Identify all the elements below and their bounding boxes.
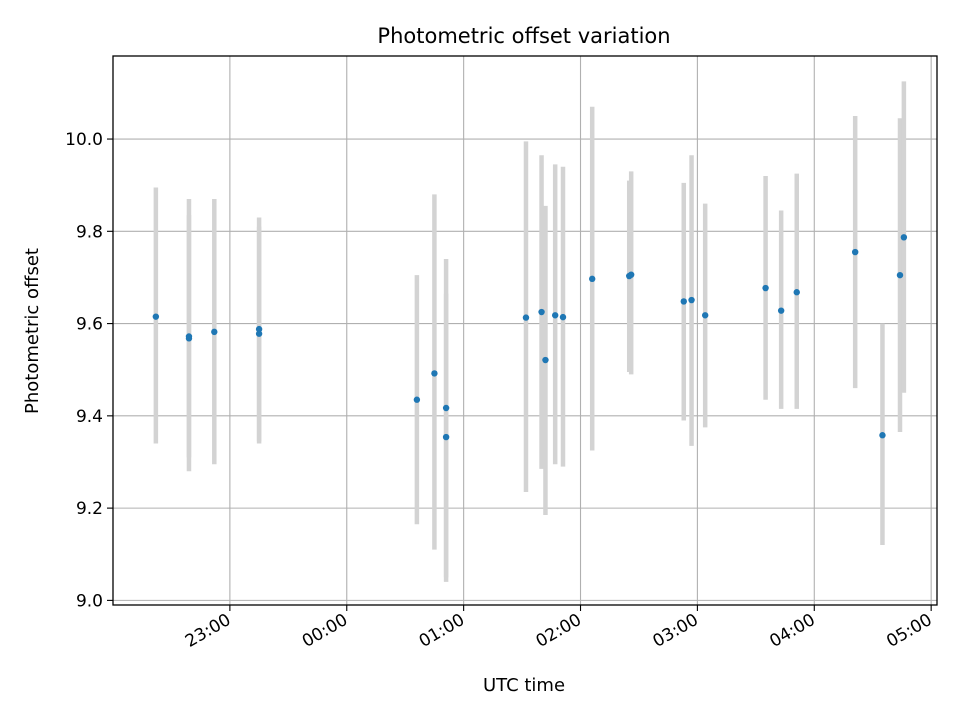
data-point xyxy=(762,284,769,292)
data-point xyxy=(522,314,530,321)
grid xyxy=(113,56,937,605)
x-axis-label: UTC time xyxy=(483,675,565,696)
data-point xyxy=(777,307,785,314)
data-point xyxy=(688,296,695,304)
data-point xyxy=(793,289,800,296)
data-point xyxy=(851,248,859,256)
data-point xyxy=(896,271,904,279)
data-point xyxy=(255,330,263,337)
y-axis-ticks: 9.0 9.2 9.4 9.6 9.8 10.0 xyxy=(65,130,113,611)
data-point xyxy=(538,308,545,316)
data-point xyxy=(542,356,549,364)
data-point xyxy=(589,275,596,283)
y-tick-label: 9.4 xyxy=(76,407,103,427)
y-tick-label: 9.2 xyxy=(76,499,103,519)
data-point xyxy=(442,404,450,412)
data-point xyxy=(413,396,421,403)
data-point xyxy=(431,370,438,377)
data-point xyxy=(701,312,709,319)
y-tick-label: 9.0 xyxy=(76,591,103,611)
data-point xyxy=(627,271,635,278)
data-points xyxy=(152,234,908,441)
y-tick-label: 9.8 xyxy=(76,222,103,242)
data-point xyxy=(879,432,886,439)
data-point xyxy=(551,312,559,319)
y-tick-label: 9.6 xyxy=(76,315,103,335)
data-point xyxy=(185,335,193,342)
data-point xyxy=(211,328,218,336)
y-tick-label: 10.0 xyxy=(65,130,103,150)
chart-title: Photometric offset variation xyxy=(377,24,670,48)
y-axis-label: Photometric offset xyxy=(22,248,43,414)
data-point xyxy=(442,433,450,441)
data-point xyxy=(900,234,908,241)
data-point xyxy=(152,313,160,320)
data-point xyxy=(559,313,567,321)
data-point xyxy=(255,325,263,333)
data-point xyxy=(680,298,687,305)
axes-frame xyxy=(112,55,938,606)
